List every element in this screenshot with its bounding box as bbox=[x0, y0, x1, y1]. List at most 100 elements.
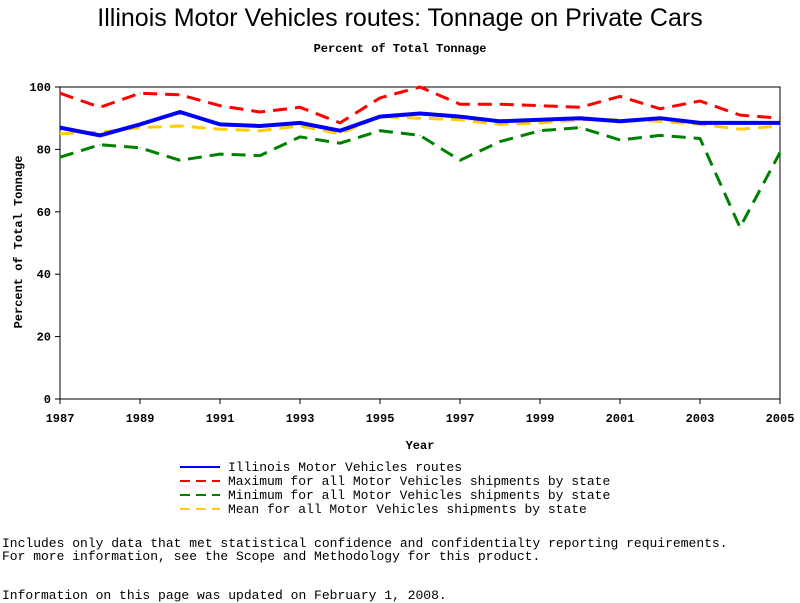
legend-item: Illinois Motor Vehicles routes bbox=[180, 459, 610, 475]
x-tick-label: 1991 bbox=[206, 412, 235, 426]
legend-item: Mean for all Motor Vehicles shipments by… bbox=[180, 501, 610, 517]
series-1-point bbox=[339, 122, 341, 124]
series-3-point bbox=[179, 125, 181, 127]
series-2-point bbox=[379, 130, 381, 132]
y-tick-label: 80 bbox=[37, 143, 51, 157]
y-tick-label: 20 bbox=[37, 331, 51, 345]
footnote-confidence: Includes only data that met statistical … bbox=[2, 536, 728, 551]
series-2-point bbox=[179, 159, 181, 161]
legend-swatch bbox=[180, 494, 220, 496]
x-tick-label: 1999 bbox=[526, 412, 555, 426]
series-0-point bbox=[579, 117, 581, 119]
x-tick-label: 1989 bbox=[126, 412, 155, 426]
footnote-methodology: For more information, see the Scope and … bbox=[2, 549, 541, 564]
series-0-point bbox=[219, 123, 221, 125]
series-2-point bbox=[339, 142, 341, 144]
series-3-point bbox=[219, 128, 221, 130]
series-0-point bbox=[339, 130, 341, 132]
series-0-point bbox=[59, 127, 61, 129]
x-tick-label: 2001 bbox=[606, 412, 635, 426]
series-0-point bbox=[379, 116, 381, 118]
series-1-point bbox=[539, 105, 541, 107]
series-3-point bbox=[299, 125, 301, 127]
chart-legend: Illinois Motor Vehicles routes Maximum fo… bbox=[180, 459, 611, 517]
chart-ticks: 0 20 40 60 80 100 1987 1989 1991 1993 1995 1997 1999… bbox=[29, 81, 794, 426]
series-3-point bbox=[139, 127, 141, 129]
legend-item: Minimum for all Motor Vehicles shipments… bbox=[180, 487, 611, 503]
series-3-point bbox=[659, 120, 661, 122]
x-tick-label: 1997 bbox=[446, 412, 475, 426]
series-3-point bbox=[59, 133, 61, 135]
footnote-updated: Information on this page was updated on … bbox=[2, 588, 447, 603]
series-0-point bbox=[259, 125, 261, 127]
chart-title: Illinois Motor Vehicles routes: Tonnage … bbox=[97, 4, 703, 32]
series-1-point bbox=[219, 105, 221, 107]
series-0-point bbox=[659, 117, 661, 119]
series-0-point bbox=[299, 122, 301, 124]
series-1-point bbox=[659, 108, 661, 110]
series-0-point bbox=[179, 111, 181, 113]
series-1-point bbox=[419, 86, 421, 88]
series-2-point bbox=[739, 226, 741, 228]
x-axis-label: Year bbox=[406, 439, 435, 453]
series-2-point bbox=[419, 134, 421, 136]
legend-label: Minimum for all Motor Vehicles shipments… bbox=[228, 487, 611, 503]
series-2-point bbox=[779, 152, 781, 154]
plot-frame bbox=[59, 86, 781, 400]
x-tick-label: 1987 bbox=[46, 412, 75, 426]
series-0-point bbox=[739, 122, 741, 124]
series-0-point bbox=[779, 122, 781, 124]
line-chart: 0 20 40 60 80 100 1987 1989 1991 1993 1995 1997 1999… bbox=[12, 81, 794, 453]
series-1-point bbox=[379, 97, 381, 99]
series-0-point bbox=[499, 120, 501, 122]
legend-item: Maximum for all Motor Vehicles shipments… bbox=[180, 473, 611, 489]
series-0-point bbox=[459, 116, 461, 118]
y-axis-label: Percent of Total Tonnage bbox=[12, 156, 26, 329]
chart-axes bbox=[59, 86, 781, 400]
series-1-point bbox=[499, 103, 501, 105]
x-tick-label: 1995 bbox=[366, 412, 395, 426]
legend-label: Maximum for all Motor Vehicles shipments… bbox=[228, 473, 611, 489]
series-line-2 bbox=[59, 126, 782, 229]
series-0-point bbox=[139, 123, 141, 125]
series-0-point bbox=[539, 119, 541, 121]
legend-label: Illinois Motor Vehicles routes bbox=[228, 459, 463, 475]
series-2-point bbox=[219, 153, 221, 155]
x-tick-label: 2005 bbox=[766, 412, 795, 426]
series-2-point bbox=[579, 127, 581, 129]
x-tick-label: 1993 bbox=[286, 412, 315, 426]
series-2-point bbox=[499, 141, 501, 143]
series-2-point bbox=[659, 134, 661, 136]
series-1-point bbox=[699, 100, 701, 102]
series-2-point bbox=[259, 155, 261, 157]
y-tick-label: 0 bbox=[44, 393, 51, 407]
chart-subtitle: Percent of Total Tonnage bbox=[313, 42, 487, 56]
legend-swatch bbox=[180, 480, 220, 482]
y-tick-label: 60 bbox=[37, 206, 51, 220]
series-1-point bbox=[59, 92, 61, 94]
series-2-point bbox=[699, 137, 701, 139]
series-1-point bbox=[779, 117, 781, 119]
series-2-point bbox=[99, 144, 101, 146]
series-3-point bbox=[459, 119, 461, 121]
series-2-point bbox=[139, 147, 141, 149]
series-1-point bbox=[579, 106, 581, 108]
legend-label: Mean for all Motor Vehicles shipments by… bbox=[228, 501, 587, 517]
series-3-point bbox=[259, 130, 261, 132]
series-0-point bbox=[99, 134, 101, 136]
series-3-point bbox=[339, 133, 341, 135]
series-2-point bbox=[619, 139, 621, 141]
series-1-point bbox=[739, 114, 741, 116]
series-0-point bbox=[419, 113, 421, 115]
series-1-point bbox=[619, 95, 621, 97]
x-tick-label: 2003 bbox=[686, 412, 715, 426]
y-tick-label: 100 bbox=[29, 81, 51, 95]
series-0-point bbox=[619, 120, 621, 122]
chart-series bbox=[59, 85, 782, 229]
series-2-point bbox=[59, 156, 61, 158]
legend-swatch bbox=[180, 508, 220, 510]
series-0-point bbox=[699, 122, 701, 124]
series-3-point bbox=[779, 125, 781, 127]
series-2-point bbox=[299, 136, 301, 138]
series-3-point bbox=[419, 117, 421, 119]
